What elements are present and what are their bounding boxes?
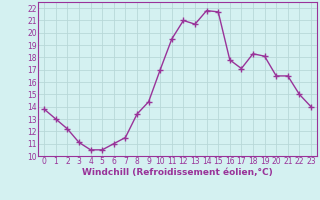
X-axis label: Windchill (Refroidissement éolien,°C): Windchill (Refroidissement éolien,°C)	[82, 168, 273, 177]
